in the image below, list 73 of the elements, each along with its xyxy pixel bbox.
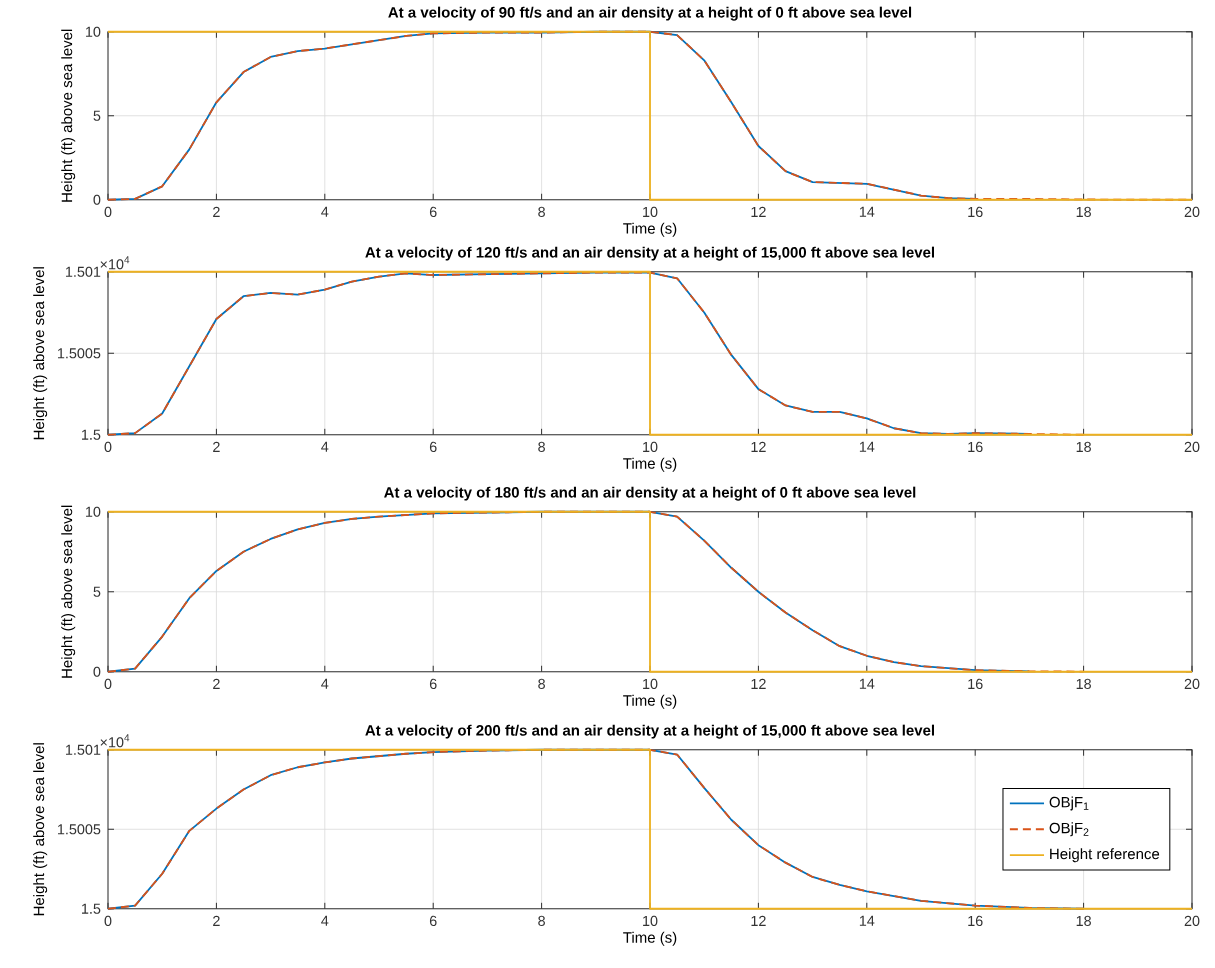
y-tick-label: 1.5005: [57, 348, 101, 359]
chart-title: At a velocity of 120 ft/s and an air density at a height of 15,000 ft above sea level: [365, 246, 935, 261]
x-tick-label: 6: [429, 441, 437, 453]
x-tick-label: 4: [321, 441, 329, 452]
x-tick-label: 8: [538, 678, 545, 690]
x-tick-label: 20: [1184, 915, 1200, 927]
chart-title: At a velocity of 180 ft/s and an air density at a height of 0 ft above sea level: [384, 486, 916, 501]
x-tick-label: 8: [538, 206, 545, 218]
x-tick-label: 0: [104, 915, 112, 927]
legend-label: OBjF$_{2}$: [1049, 822, 1089, 837]
x-tick-label: 12: [751, 678, 766, 689]
x-tick-label: 6: [429, 678, 437, 690]
x-tick-label: 8: [538, 441, 545, 453]
x-tick-label: 16: [968, 915, 983, 927]
x-tick-label: 4: [321, 206, 329, 217]
x-tick-label: 4: [321, 678, 329, 689]
x-tick-label: 2: [213, 915, 220, 926]
x-tick-label: 2: [213, 206, 220, 217]
legend-label: OBjF$_{1}$: [1049, 796, 1089, 811]
x-tick-label: 18: [1076, 206, 1091, 218]
x-tick-label: 6: [429, 915, 437, 927]
y-axis-title: Height (ft) above sea level: [61, 505, 76, 678]
x-tick-label: 14: [859, 915, 875, 926]
y-axis-title: Height (ft) above sea level: [33, 743, 48, 916]
x-tick-label: 8: [538, 915, 545, 927]
y-tick-label: 1.5005: [57, 824, 101, 835]
x-axis-title: Time (s): [623, 457, 677, 472]
x-tick-label: 4: [321, 915, 329, 926]
text: ×10$^{4}$: [100, 256, 130, 270]
x-tick-label: 10: [643, 915, 658, 927]
y-tick-label: 10: [86, 506, 101, 517]
y-tick-label: 1.5: [82, 903, 101, 914]
chart-title: At a velocity of 200 ft/s and an air density at a height of 15,000 ft above sea level: [365, 724, 935, 739]
y-tick-label: 1.501: [66, 266, 101, 277]
y-axis-title: Height (ft) above sea level: [33, 267, 48, 440]
x-tick-label: 6: [429, 206, 437, 218]
y-tick-label: 5: [93, 110, 101, 121]
y-tick-label: 0: [93, 194, 101, 205]
y-tick-label: 5: [93, 586, 101, 597]
x-tick-label: 14: [859, 678, 875, 689]
y-tick-label: 1.501: [66, 744, 101, 755]
y-axis-title: Height (ft) above sea level: [61, 29, 76, 202]
x-tick-label: 12: [751, 206, 766, 217]
x-tick-label: 18: [1076, 678, 1091, 690]
legend-label: Height reference: [1050, 848, 1160, 863]
y-tick-label: 10: [86, 26, 101, 37]
x-tick-label: 2: [213, 678, 220, 689]
x-tick-label: 16: [968, 678, 983, 690]
x-tick-label: 14: [859, 206, 875, 217]
x-tick-label: 12: [751, 915, 766, 926]
x-tick-label: 10: [643, 441, 658, 453]
x-tick-label: 18: [1076, 915, 1091, 927]
x-axis-title: Time (s): [623, 931, 677, 946]
x-axis-title: Time (s): [623, 694, 677, 709]
x-tick-label: 20: [1184, 206, 1200, 218]
x-tick-label: 0: [104, 678, 112, 690]
chart-title: At a velocity of 90 ft/s and an air density at a height of 0 ft above sea level: [388, 6, 912, 21]
x-axis-title: Time (s): [623, 222, 677, 237]
x-tick-label: 2: [213, 441, 220, 452]
y-tick-label: 1.5: [82, 429, 101, 440]
x-tick-label: 16: [968, 441, 983, 453]
x-tick-label: 16: [968, 206, 983, 218]
x-tick-label: 10: [643, 678, 658, 690]
text: ×10$^{4}$: [100, 734, 130, 748]
x-tick-label: 20: [1184, 678, 1200, 690]
x-tick-label: 18: [1076, 441, 1091, 453]
x-tick-label: 12: [751, 441, 766, 452]
x-tick-label: 0: [104, 206, 112, 218]
x-tick-label: 14: [859, 441, 875, 452]
y-tick-label: 0: [93, 666, 101, 677]
x-tick-label: 20: [1184, 441, 1200, 453]
x-tick-label: 0: [104, 441, 112, 453]
x-tick-label: 10: [643, 206, 658, 218]
